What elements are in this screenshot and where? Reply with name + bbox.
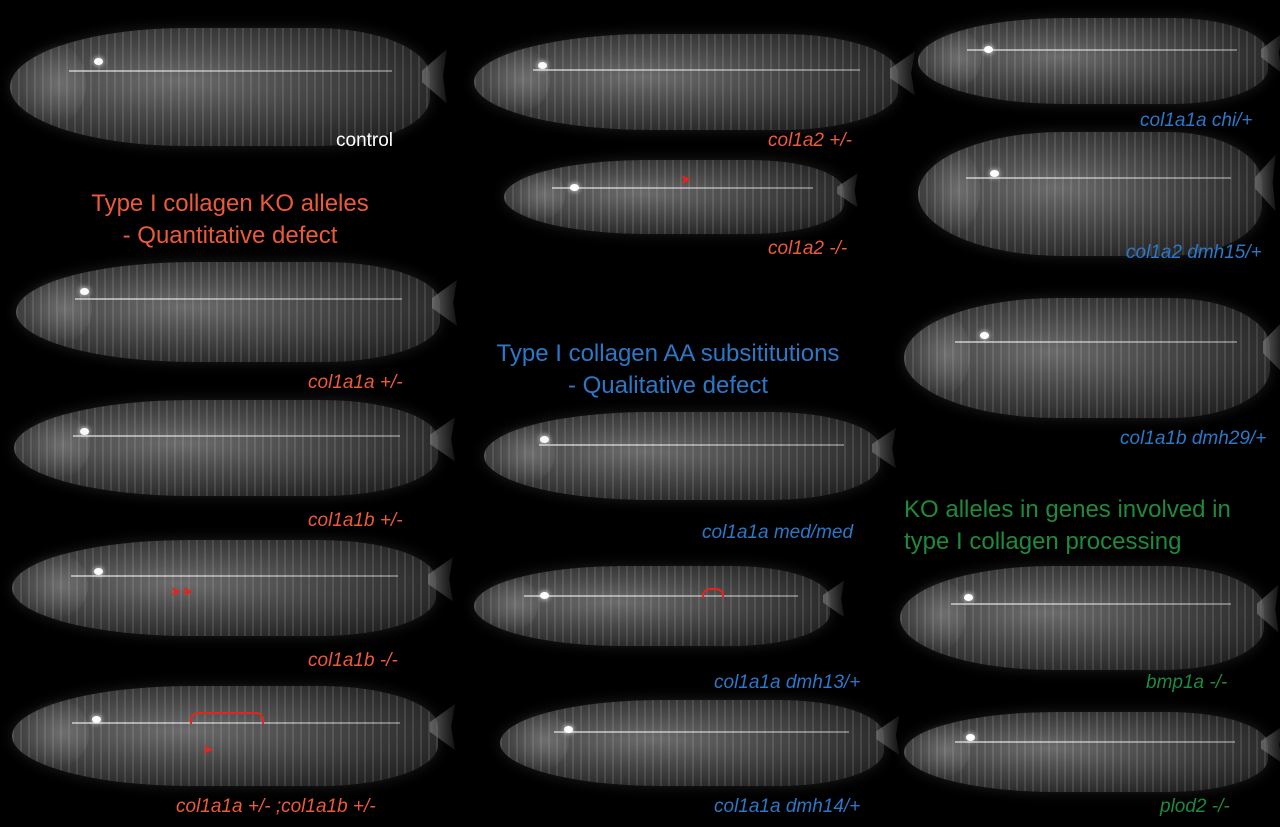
label-col1a1b-het: col1a1b +/- (308, 510, 403, 531)
arrowhead-marker: ➤ (202, 741, 214, 757)
fish-image-col1a1a-het (16, 262, 457, 362)
fish-image-col1a1a-med (484, 412, 896, 500)
arrowhead-marker: ➤ (680, 171, 692, 187)
label-plod2-ko: plod2 -/- (1160, 796, 1230, 817)
label-double-het: col1a1a +/- ;col1a1b +/- (176, 796, 376, 817)
label-col1a1b-dmh29: col1a1b dmh29/+ (1120, 428, 1267, 449)
fish-image-col1a1b-dmh29 (904, 298, 1280, 418)
fish-image-plod2-ko (904, 712, 1280, 792)
fish-image-col1a2-ko: ➤ (504, 160, 858, 234)
fish-image-double-het: ➤ (12, 686, 456, 786)
label-col1a1a-dmh13: col1a1a dmh13/+ (714, 672, 861, 693)
arrowhead-marker: ➤➤ (170, 583, 194, 599)
fish-image-col1a1b-het (14, 400, 455, 496)
fish-image-col1a1b-ko: ➤➤ (12, 540, 453, 636)
heading-ko-alleles: Type I collagen KO alleles - Quantitativ… (91, 190, 369, 249)
fish-image-col1a1a-chi (918, 18, 1280, 104)
label-col1a2-dmh15: col1a2 dmh15/+ (1126, 242, 1262, 263)
fish-image-col1a2-het (474, 34, 915, 130)
fish-image-col1a1a-dmh14 (500, 700, 900, 786)
label-col1a1a-dmh14: col1a1a dmh14/+ (714, 796, 861, 817)
label-col1a2-het: col1a2 +/- (768, 130, 852, 151)
label-bmp1a-ko: bmp1a -/- (1146, 672, 1228, 693)
fish-image-col1a2-dmh15 (918, 132, 1276, 256)
fish-image-bmp1a-ko (900, 566, 1279, 670)
label-col1a1a-chi: col1a1a chi/+ (1140, 110, 1253, 131)
label-control: control (336, 130, 394, 151)
label-col1a1a-med: col1a1a med/med (702, 522, 854, 543)
bracket-marker (190, 712, 264, 724)
fish-image-control (10, 28, 447, 146)
bracket-marker (702, 588, 724, 598)
label-col1a2-ko: col1a2 -/- (768, 238, 848, 259)
heading-processing-genes: KO alleles in genes involved in type I c… (904, 496, 1231, 555)
fish-image-col1a1a-dmh13 (474, 566, 845, 646)
label-col1a1b-ko: col1a1b -/- (308, 650, 398, 671)
label-col1a1a-het: col1a1a +/- (308, 372, 403, 393)
heading-aa-substitutions: Type I collagen AA subsititutions - Qual… (496, 340, 840, 399)
